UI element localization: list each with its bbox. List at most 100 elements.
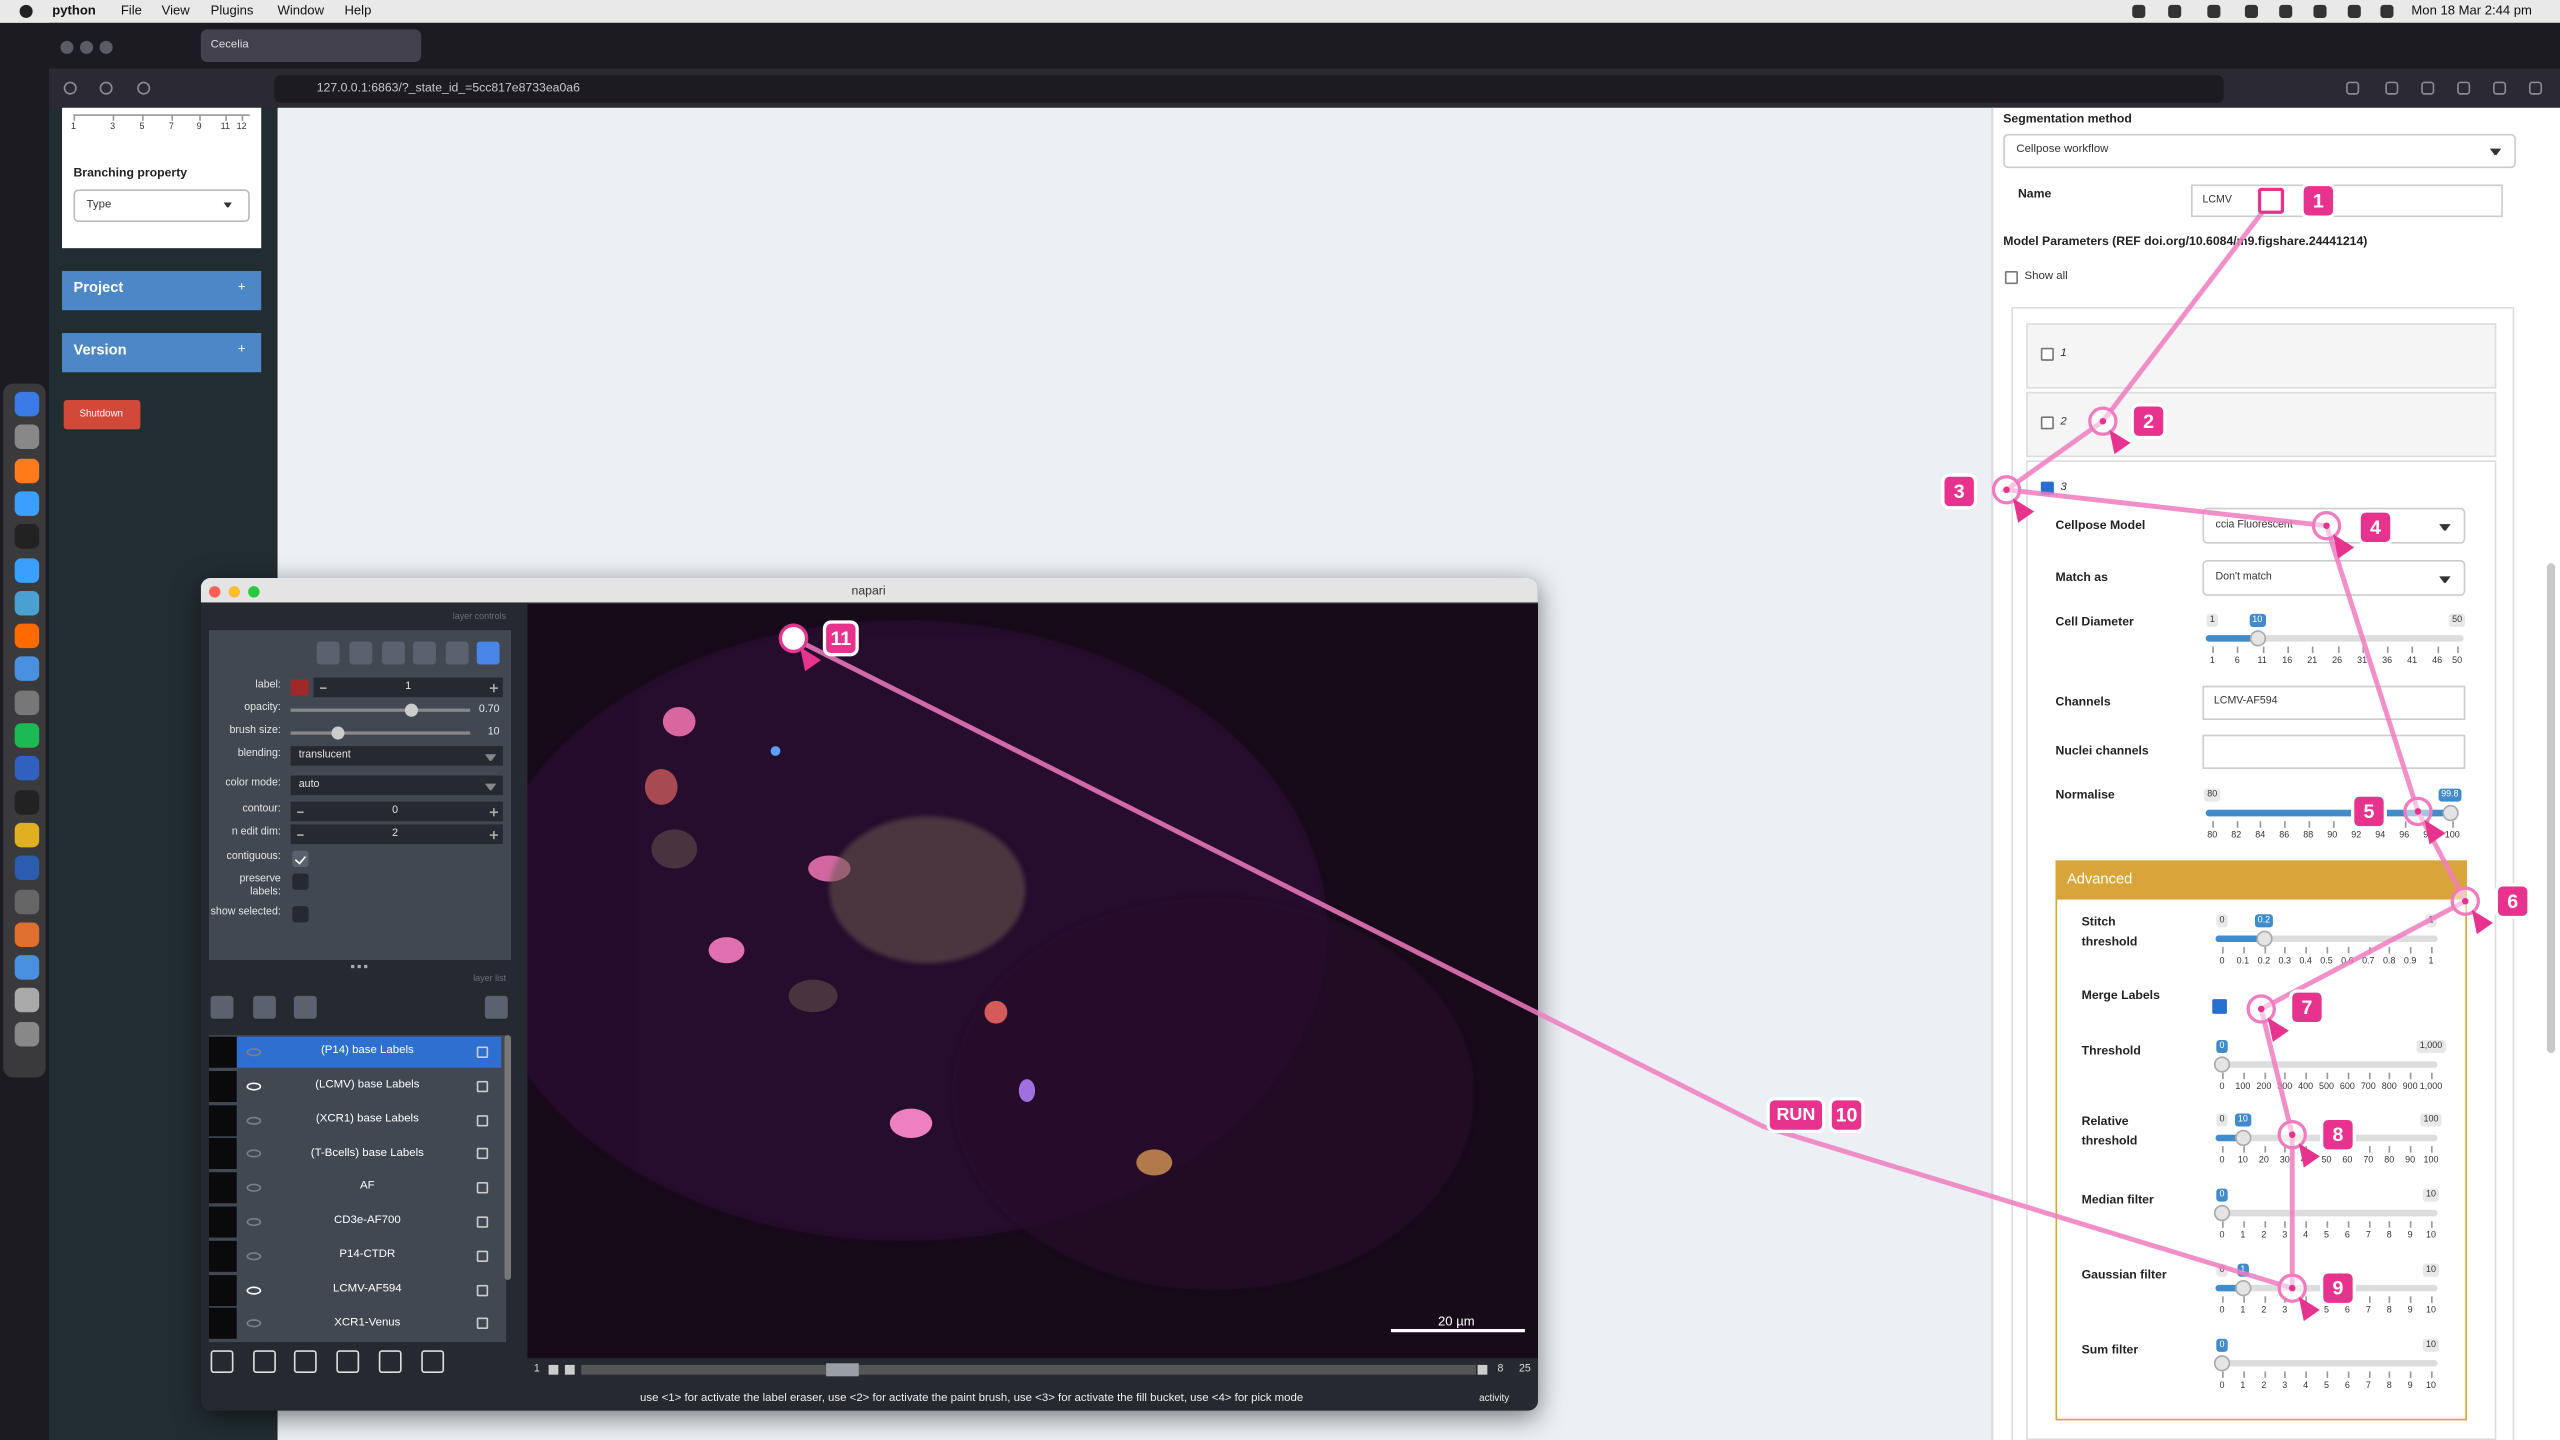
eye-icon[interactable] [246, 1285, 262, 1295]
slider-handle[interactable] [331, 726, 345, 740]
menu-item[interactable]: File [120, 3, 142, 18]
layer-row[interactable] [236, 1206, 502, 1238]
checkbox[interactable] [2040, 347, 2054, 361]
slider-handle[interactable] [2234, 1129, 2252, 1147]
dock-icon[interactable] [14, 855, 40, 881]
delete-button[interactable] [484, 995, 508, 1019]
window-control[interactable] [80, 40, 94, 54]
dock-icon[interactable] [14, 524, 40, 549]
slider-handle[interactable] [2255, 930, 2272, 947]
checkbox[interactable] [2004, 271, 2018, 285]
layer-button[interactable] [210, 995, 234, 1019]
eye-icon[interactable] [246, 1150, 262, 1159]
text-input[interactable] [2202, 734, 2466, 769]
nav-button[interactable] [63, 81, 77, 95]
checkbox[interactable] [292, 906, 309, 923]
dock-icon[interactable] [14, 822, 40, 848]
dock-icon[interactable] [14, 922, 40, 947]
slider-track[interactable] [2215, 1209, 2438, 1217]
dims-handle[interactable] [825, 1363, 859, 1377]
checkbox[interactable] [292, 873, 309, 890]
dock-icon[interactable] [14, 557, 40, 583]
eye-icon[interactable] [246, 1319, 262, 1328]
tool-button[interactable] [445, 641, 469, 665]
dock-icon[interactable] [14, 723, 40, 748]
window-control[interactable] [60, 40, 74, 54]
play-forward[interactable] [1477, 1364, 1488, 1375]
url-bar[interactable] [274, 75, 2224, 103]
toolbar-icon[interactable] [2528, 81, 2543, 95]
eye-icon[interactable] [246, 1217, 262, 1227]
slider-handle[interactable] [2234, 1280, 2252, 1297]
layer-row[interactable] [236, 1036, 502, 1068]
dock-icon[interactable] [14, 458, 40, 483]
checkbox[interactable] [2040, 416, 2054, 430]
viewer-button[interactable] [421, 1350, 445, 1374]
slider-track[interactable] [290, 731, 471, 735]
dock-icon[interactable] [14, 955, 40, 980]
project-box[interactable] [62, 271, 262, 311]
tool-button[interactable] [349, 641, 373, 665]
window-control[interactable] [99, 40, 113, 54]
url[interactable]: 127.0.0.1:6863/?_state_id_=5cc817e8733ea… [316, 80, 580, 96]
dock-icon[interactable] [14, 491, 40, 516]
toolbar-icon[interactable] [2421, 81, 2435, 95]
layer-button[interactable] [293, 995, 317, 1019]
eye-icon[interactable] [246, 1082, 262, 1091]
layer-row[interactable] [236, 1274, 502, 1306]
menu-item[interactable]: Help [344, 3, 372, 18]
dock-icon[interactable] [14, 690, 40, 715]
slider-track[interactable] [2215, 1061, 2438, 1068]
slider-handle[interactable] [2441, 804, 2458, 822]
spin-box[interactable] [313, 677, 503, 698]
viewer-button[interactable] [293, 1350, 317, 1374]
menu-item[interactable]: Window [277, 3, 325, 18]
browser-tab[interactable] [200, 29, 422, 63]
activity[interactable]: activity [1479, 1393, 1510, 1404]
toolbar-icon[interactable] [2346, 81, 2360, 95]
layer-button[interactable] [253, 995, 276, 1019]
eye-icon[interactable] [246, 1183, 262, 1193]
branching-select[interactable] [73, 189, 250, 223]
layer-row[interactable] [236, 1172, 502, 1204]
dock-icon[interactable] [14, 391, 40, 417]
layer-row[interactable] [236, 1240, 502, 1272]
tool-button[interactable] [316, 641, 340, 665]
layer-row[interactable] [236, 1070, 502, 1102]
spin-box[interactable] [290, 801, 503, 822]
tool-button[interactable] [476, 641, 500, 665]
param-item[interactable] [2026, 323, 2497, 389]
play-button[interactable] [548, 1364, 559, 1375]
eye-icon[interactable] [246, 1116, 262, 1125]
window-control[interactable] [227, 585, 240, 597]
shutdown-button[interactable] [63, 399, 141, 430]
window-control[interactable] [208, 585, 220, 597]
name-input[interactable] [2191, 184, 2503, 218]
checkbox[interactable] [2212, 999, 2227, 1014]
slider-handle[interactable] [404, 703, 418, 717]
dock-icon[interactable] [14, 988, 40, 1013]
checkbox[interactable] [292, 850, 309, 867]
nav-button[interactable] [137, 81, 151, 95]
viewer-button[interactable] [336, 1350, 360, 1374]
viewer-button[interactable] [210, 1350, 234, 1374]
dock-icon[interactable] [14, 590, 40, 616]
dock-icon[interactable] [14, 888, 40, 914]
menu-item[interactable]: Plugins [210, 3, 254, 18]
tab-title[interactable]: Cecelia [210, 38, 249, 51]
version-box[interactable] [62, 333, 262, 373]
layer-row[interactable] [236, 1308, 502, 1340]
dock-icon[interactable] [14, 1021, 40, 1047]
slider-handle[interactable] [2213, 1355, 2231, 1372]
dock-icon[interactable] [14, 424, 40, 450]
slider-handle[interactable] [2249, 630, 2266, 647]
tool-button[interactable] [382, 641, 405, 665]
toolbar-icon[interactable] [2493, 81, 2507, 95]
combo-box[interactable] [290, 775, 503, 796]
nav-button[interactable] [99, 81, 113, 95]
dims-track[interactable] [581, 1364, 1476, 1375]
toolbar-icon[interactable] [2385, 81, 2399, 95]
toolbar-icon[interactable] [2457, 81, 2471, 95]
label-color[interactable] [290, 679, 309, 696]
text-input[interactable] [2202, 685, 2466, 720]
